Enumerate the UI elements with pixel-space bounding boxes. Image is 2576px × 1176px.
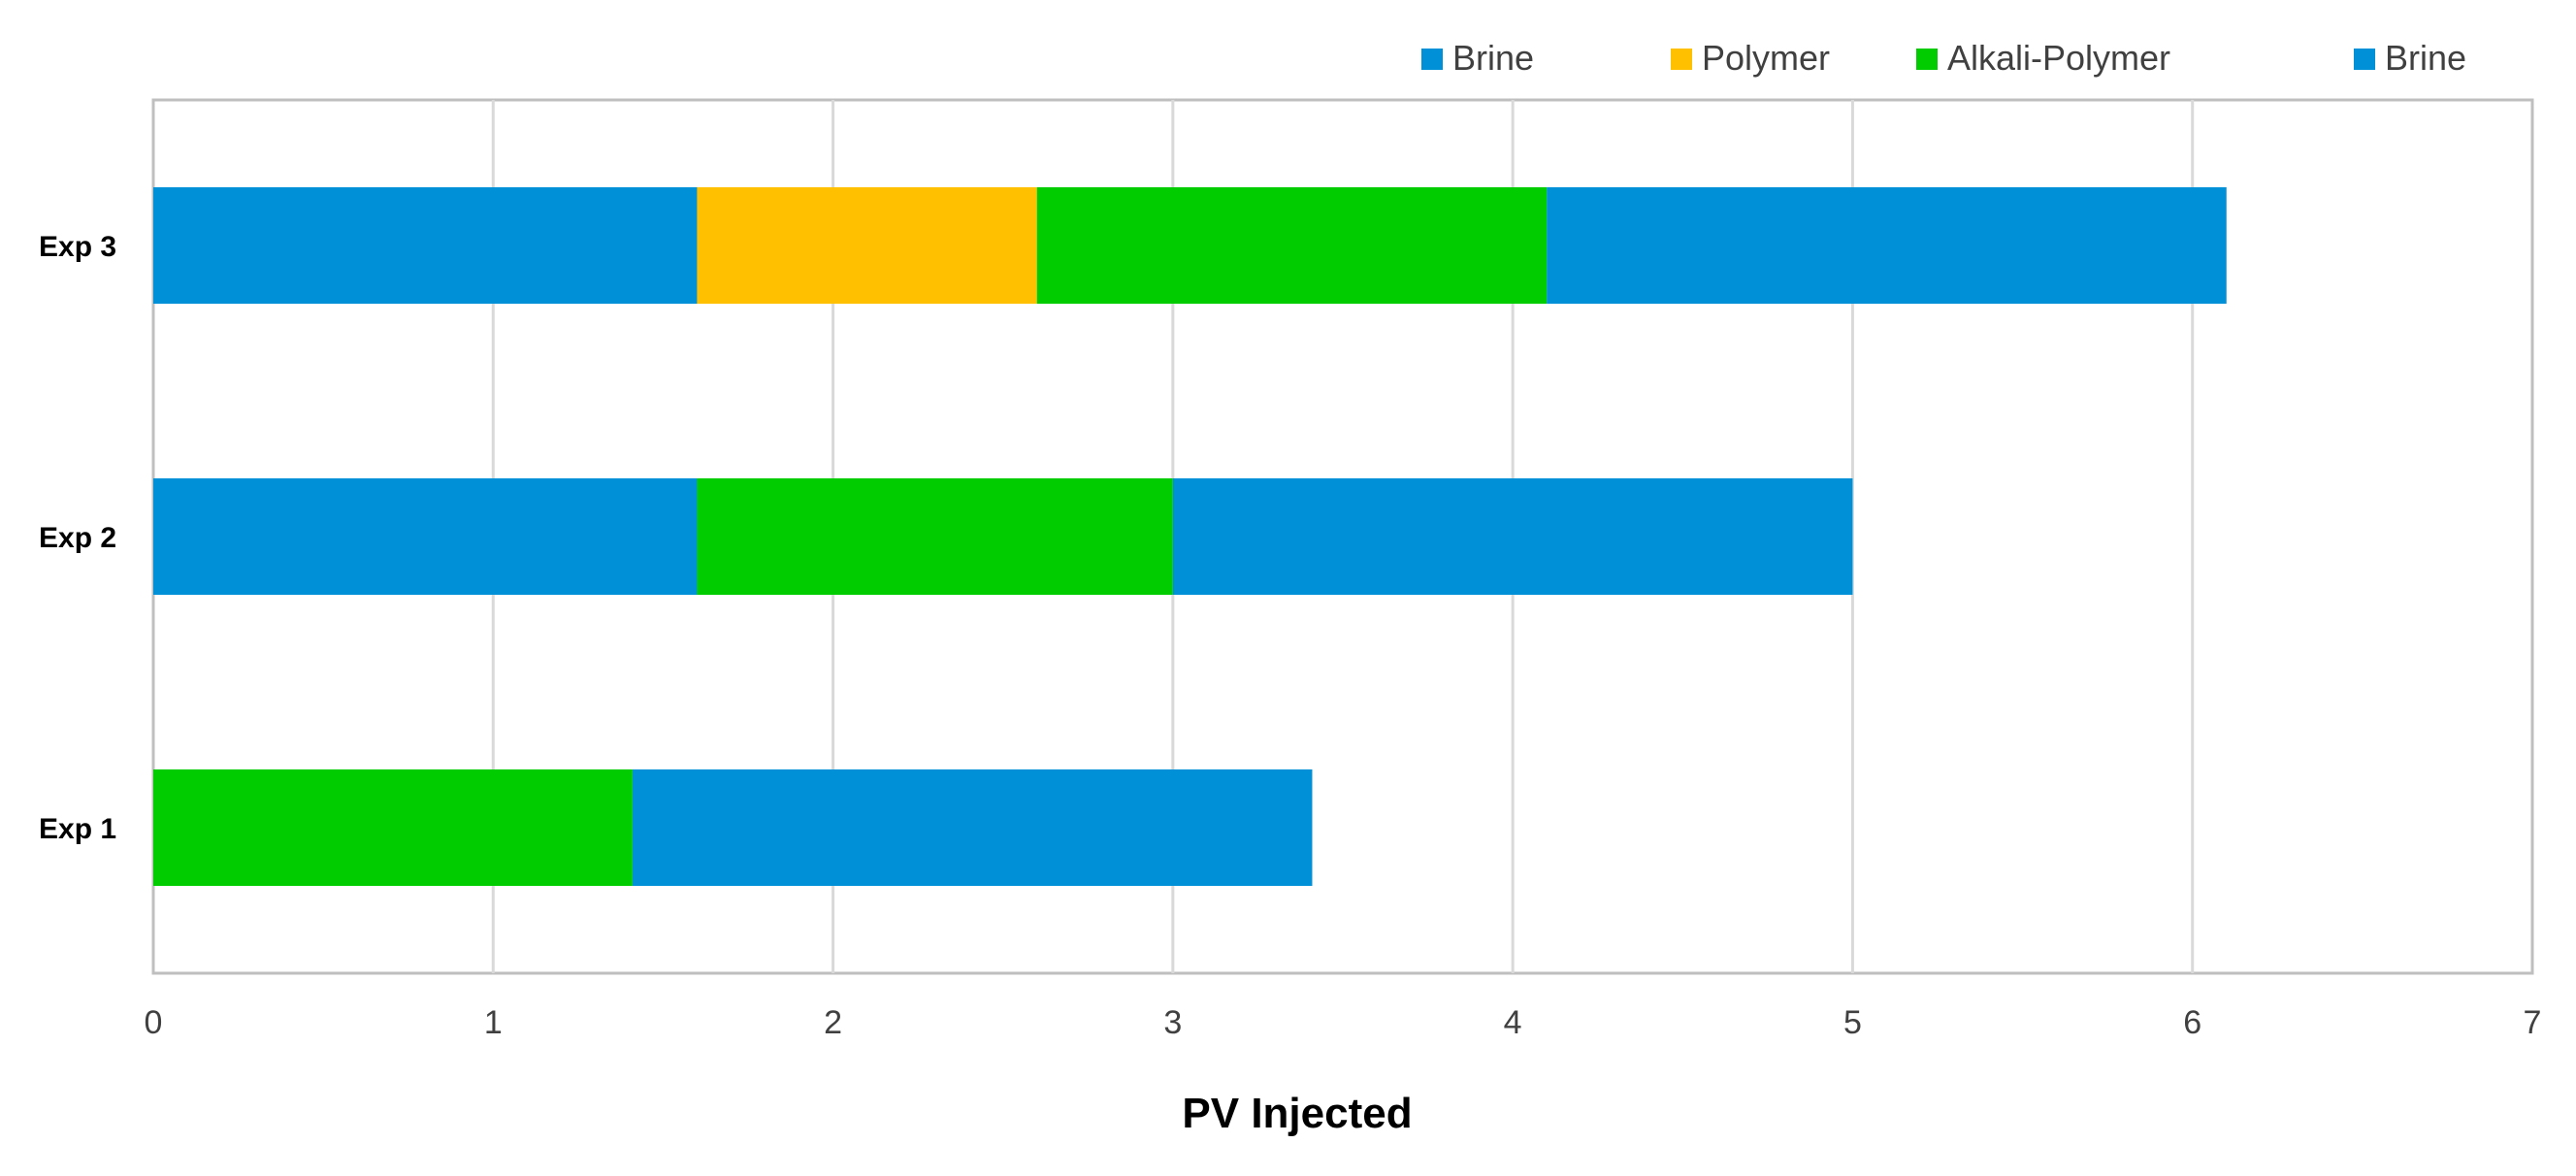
legend-label: Alkali-Polymer xyxy=(1947,38,2170,78)
legend-swatch xyxy=(1421,49,1443,70)
bar-segment-exp-1-alkali-polymer xyxy=(153,769,633,886)
x-tick-label: 6 xyxy=(2183,1004,2201,1041)
legend: Brine Polymer Alkali-Polymer Brine xyxy=(1421,38,2466,78)
legend-swatch xyxy=(1671,49,1692,70)
x-tick-label: 0 xyxy=(145,1004,163,1041)
bar-segment-exp-3-brine xyxy=(153,187,698,304)
x-tick-label: 7 xyxy=(2524,1004,2542,1041)
bar-segment-exp-3-brine xyxy=(1547,187,2227,304)
x-tick-label: 4 xyxy=(1504,1004,1522,1041)
y-category-label: Exp 1 xyxy=(39,813,116,845)
y-category-label: Exp 3 xyxy=(39,231,116,263)
x-axis-ticks: 0 1 2 3 4 5 6 7 xyxy=(145,1004,2542,1041)
legend-swatch xyxy=(1916,49,1938,70)
bar-segment-exp-1-brine xyxy=(632,769,1313,886)
x-tick-label: 3 xyxy=(1163,1004,1182,1041)
bar-segment-exp-2-alkali-polymer xyxy=(697,478,1173,595)
x-tick-label: 5 xyxy=(1843,1004,1862,1041)
bar-segment-exp-2-brine xyxy=(1172,478,1853,595)
bar-segment-exp-2-brine xyxy=(153,478,698,595)
x-tick-label: 1 xyxy=(484,1004,503,1041)
legend-swatch xyxy=(2354,49,2375,70)
bar-segment-exp-3-alkali-polymer xyxy=(1036,187,1548,304)
legend-label: Polymer xyxy=(1702,38,1830,78)
y-axis-categories: Exp 1 Exp 2 Exp 3 xyxy=(39,231,116,845)
x-tick-label: 2 xyxy=(824,1004,842,1041)
x-axis-title: PV Injected xyxy=(1182,1090,1412,1137)
bars xyxy=(153,187,2227,886)
legend-label: Brine xyxy=(1452,38,1534,78)
legend-label: Brine xyxy=(2385,38,2466,78)
bar-segment-exp-3-polymer xyxy=(697,187,1037,304)
y-category-label: Exp 2 xyxy=(39,522,116,554)
